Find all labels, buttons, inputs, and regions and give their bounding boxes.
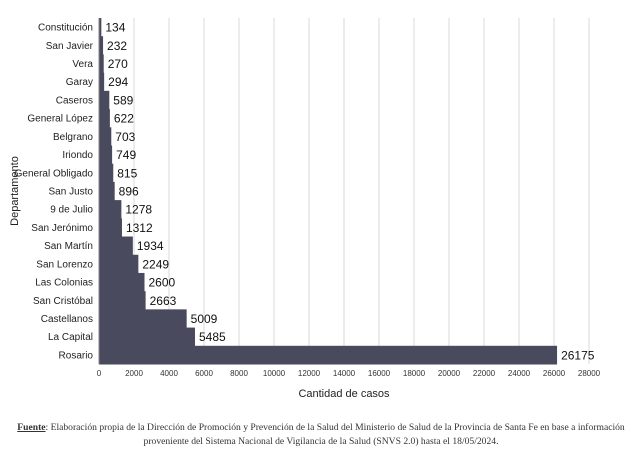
bar — [99, 54, 104, 74]
x-tick-label: 18000 — [403, 369, 426, 378]
data-label: 2600 — [149, 276, 176, 290]
data-label: 749 — [116, 148, 136, 162]
data-label: 5009 — [191, 312, 218, 326]
x-tick-label: 12000 — [298, 369, 321, 378]
category-label: San Javier — [46, 41, 94, 52]
bar-chart: 0 2000 4000 6000 8000 10000 12000 14000 16000 180… — [9, 18, 601, 400]
category-label: Constitución — [38, 23, 93, 34]
bar — [99, 181, 115, 201]
data-label: 2249 — [142, 257, 169, 271]
x-tick-label: 26000 — [543, 369, 566, 378]
x-tick-label: 16000 — [368, 369, 391, 378]
bar — [99, 218, 122, 238]
data-label: 896 — [119, 185, 139, 199]
category-label: Rosario — [59, 350, 94, 361]
bar — [99, 236, 133, 256]
bar — [99, 36, 104, 55]
x-axis-title: Cantidad de casos — [298, 388, 390, 400]
bar — [99, 200, 122, 219]
x-tick-label: 0 — [97, 369, 102, 378]
data-label: 134 — [105, 21, 125, 35]
data-label: 294 — [108, 75, 128, 89]
category-label: General López — [27, 114, 93, 125]
data-label: 2663 — [150, 294, 177, 308]
category-label: Belgrano — [53, 132, 93, 143]
x-tick-label: 4000 — [160, 369, 178, 378]
data-label: 232 — [107, 39, 127, 53]
category-label: San Cristóbal — [33, 296, 93, 307]
bar — [99, 309, 187, 329]
source-text: : Elaboración propia de la Dirección de … — [45, 422, 625, 447]
data-label: 26175 — [561, 348, 595, 362]
bar — [99, 272, 145, 292]
data-label: 5485 — [199, 330, 226, 344]
bar — [99, 145, 113, 165]
category-label: San Jerónimo — [31, 223, 93, 234]
category-label: General Obligado — [15, 168, 94, 179]
bar — [99, 18, 102, 37]
bar — [99, 127, 112, 146]
bar — [99, 72, 105, 92]
bar — [99, 90, 110, 110]
x-tick-label: 14000 — [333, 369, 356, 378]
category-label: Caseros — [56, 95, 93, 106]
data-label: 703 — [115, 130, 135, 144]
bar — [99, 254, 139, 274]
category-label: Iriondo — [62, 150, 93, 161]
category-label: San Justo — [49, 187, 94, 198]
bar — [99, 345, 558, 365]
category-label: Castellanos — [41, 314, 93, 325]
data-label: 589 — [113, 93, 133, 107]
category-label: Las Colonias — [35, 278, 93, 289]
data-label: 815 — [117, 166, 137, 180]
x-tick-label: 6000 — [195, 369, 213, 378]
category-label: Vera — [72, 59, 93, 70]
x-tick-label: 8000 — [230, 369, 248, 378]
x-tick-label: 22000 — [473, 369, 496, 378]
bar — [99, 291, 146, 310]
bar — [99, 327, 195, 347]
category-label: San Martín — [44, 241, 93, 252]
y-axis-title: Departamento — [9, 156, 21, 226]
source-label: Fuente — [17, 422, 46, 433]
source-footnote: Fuente: Elaboración propia de la Direcci… — [0, 421, 642, 449]
bar — [99, 163, 114, 183]
category-label: 9 de Julio — [50, 205, 93, 216]
bar — [99, 109, 110, 128]
x-tick-label: 28000 — [578, 369, 601, 378]
data-label: 1278 — [125, 203, 152, 217]
data-label: 1934 — [137, 239, 164, 253]
category-label: La Capital — [48, 332, 93, 343]
data-label: 622 — [114, 112, 134, 126]
x-tick-label: 24000 — [508, 369, 531, 378]
x-tick-label: 20000 — [438, 369, 461, 378]
x-tick-label: 10000 — [263, 369, 286, 378]
category-label: San Lorenzo — [36, 259, 93, 270]
data-label: 1312 — [126, 221, 153, 235]
category-label: Garay — [66, 77, 93, 88]
x-tick-label: 2000 — [125, 369, 143, 378]
data-label: 270 — [108, 57, 128, 71]
